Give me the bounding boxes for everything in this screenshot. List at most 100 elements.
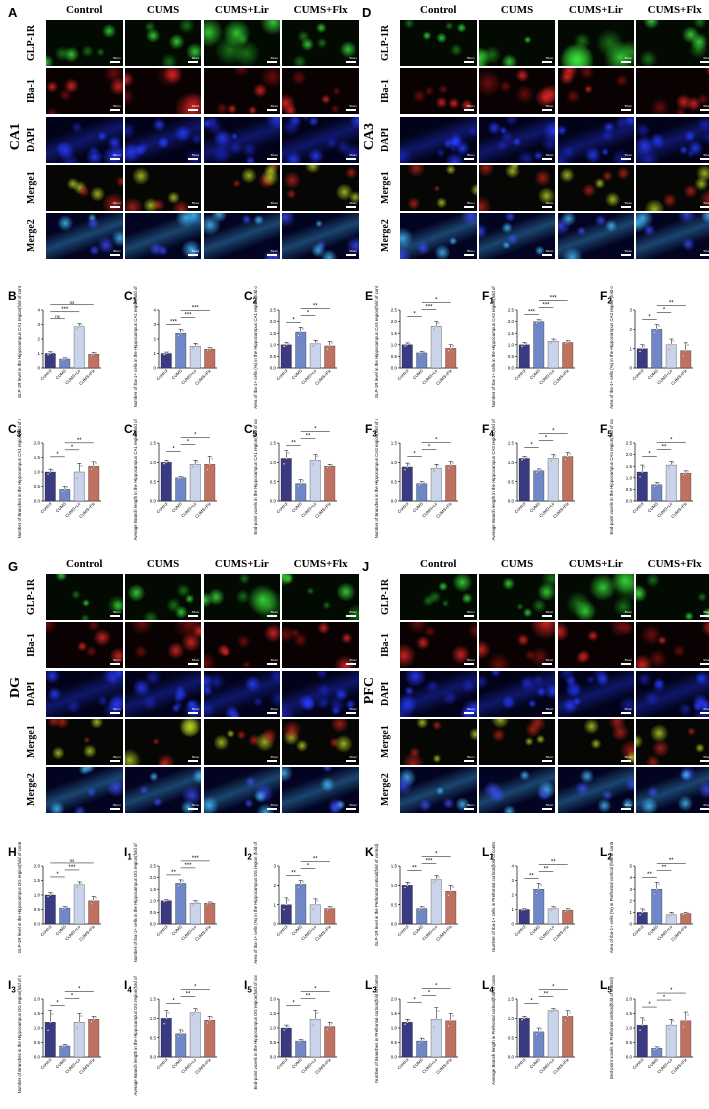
data-point	[552, 457, 555, 460]
data-point	[525, 1016, 528, 1018]
y-tick-label: 3	[153, 322, 156, 327]
scale-bar-label: 50um	[270, 56, 279, 60]
y-tick-label: 2	[37, 337, 40, 342]
y-tick-label: 1	[273, 902, 276, 907]
significance-mark: **	[306, 434, 311, 440]
y-axis-label: GLP-1R level in the Hippocampus DG regio…	[17, 842, 22, 953]
y-tick-label: 3	[629, 308, 632, 313]
y-tick-label: 0.5	[34, 1040, 41, 1045]
micrograph-tile: 50um	[636, 767, 709, 814]
y-tick-label: 1.0	[150, 460, 157, 465]
column-header: CUMS+Flx	[293, 4, 348, 16]
x-tick-label: CUMS+Flx	[314, 368, 333, 387]
significance-mark: *	[56, 1001, 59, 1007]
y-tick-label: 0.5	[391, 354, 398, 359]
x-tick-label: CUMS+Flx	[78, 368, 97, 387]
bar	[88, 1019, 100, 1058]
bar	[401, 1022, 413, 1058]
scale-bar-label: 50um	[270, 152, 279, 157]
micrograph-tile: 50um	[124, 670, 202, 717]
significance-mark: ***	[425, 305, 433, 311]
y-tick-label: 2.0	[34, 997, 41, 1002]
data-point	[643, 1019, 646, 1021]
stain-row-label: GLP-1R	[380, 24, 391, 62]
data-point	[285, 457, 288, 460]
bar	[651, 329, 663, 369]
y-tick-label: 1.5	[150, 887, 157, 892]
scale-bar-label: 50um	[112, 754, 121, 759]
significance-mark: *	[435, 438, 438, 444]
data-point	[92, 899, 95, 902]
chart-panel-label: F2	[600, 289, 612, 305]
bar-chart-c3: Number of Branches in the Hippocampus CA…	[17, 419, 101, 538]
scale-bar	[267, 808, 278, 811]
scale-bar-label: 50um	[703, 249, 709, 254]
x-tick-label: Control	[275, 924, 288, 937]
data-point	[90, 354, 93, 357]
chart-letter: C	[124, 289, 133, 303]
bar	[309, 343, 321, 369]
micrograph-tile: 50um	[124, 68, 202, 115]
data-point	[406, 884, 409, 887]
data-point	[423, 350, 425, 353]
data-point	[686, 1013, 689, 1016]
data-point	[670, 343, 673, 346]
y-tick-label: 0.0	[508, 1055, 515, 1060]
data-point	[285, 343, 288, 346]
y-tick-label: 1.5	[508, 997, 515, 1002]
data-point	[552, 1009, 555, 1012]
chart-letter-subscript: 4	[132, 429, 138, 439]
scale-bar	[463, 205, 474, 208]
bar	[324, 908, 336, 925]
significance-mark: *	[413, 452, 416, 458]
y-tick-label: 2.0	[270, 997, 277, 1002]
bar-chart-l4: Average Branch length in Prefrontal cort…	[491, 975, 575, 1085]
bar	[309, 1019, 321, 1058]
micrograph-tile: 50um	[282, 68, 359, 115]
data-point	[194, 902, 197, 905]
scale-bar	[188, 663, 199, 666]
micrograph-tile: 50um	[282, 622, 359, 669]
data-point	[206, 349, 209, 352]
y-tick-label: 2	[153, 337, 156, 342]
data-point	[672, 339, 675, 342]
x-tick-label: CUMS+Flx	[194, 1057, 213, 1076]
x-tick-label: CUMS+Flx	[435, 368, 454, 387]
chart-panel-label: F3	[365, 422, 377, 438]
x-tick-label: CUMS+Flx	[670, 501, 689, 520]
data-point	[283, 1029, 286, 1031]
bar	[562, 1016, 574, 1058]
scale-bar	[109, 157, 120, 160]
x-tick-label: Control	[396, 1057, 409, 1070]
x-tick-label: CUMS	[529, 1057, 541, 1069]
micrograph-tile: 50um	[124, 622, 202, 669]
micrograph-tile: 50um	[478, 213, 556, 260]
chart-letter-subscript: 5	[607, 985, 612, 995]
scale-bar	[621, 808, 632, 811]
scale-bar	[188, 254, 199, 257]
data-point	[49, 352, 52, 355]
x-tick-label: CUMS	[529, 368, 541, 380]
chart-panel-label: C5	[244, 422, 257, 438]
bar	[59, 358, 71, 369]
data-point	[418, 1042, 421, 1045]
scale-bar-label: 50um	[703, 104, 709, 109]
y-tick-label: 2.0	[626, 452, 633, 457]
bar-chart-i2: Area of Iba-1+ cells (%) in the Hippocam…	[253, 842, 337, 964]
x-tick-label: Control	[39, 924, 52, 937]
data-point	[523, 343, 526, 346]
significance-mark: *	[307, 310, 310, 316]
scale-bar	[345, 615, 356, 617]
data-point	[552, 340, 555, 343]
bar-chart-i5: End-point voxels in the Hippocampus DG r…	[253, 975, 337, 1090]
data-point	[285, 1027, 288, 1029]
column-header: CUMS	[146, 558, 180, 570]
bar-chart-k: GLP-1R level in the Prefrontal cortical(…	[374, 843, 458, 946]
data-point	[90, 902, 93, 905]
x-tick-label: CUMS+Flx	[670, 368, 689, 387]
bar	[547, 458, 559, 502]
micrograph-tile: 50um	[557, 20, 635, 66]
micrograph-tile: 50um	[636, 574, 709, 620]
significance-mark: *	[435, 852, 438, 858]
bar	[430, 1019, 442, 1058]
